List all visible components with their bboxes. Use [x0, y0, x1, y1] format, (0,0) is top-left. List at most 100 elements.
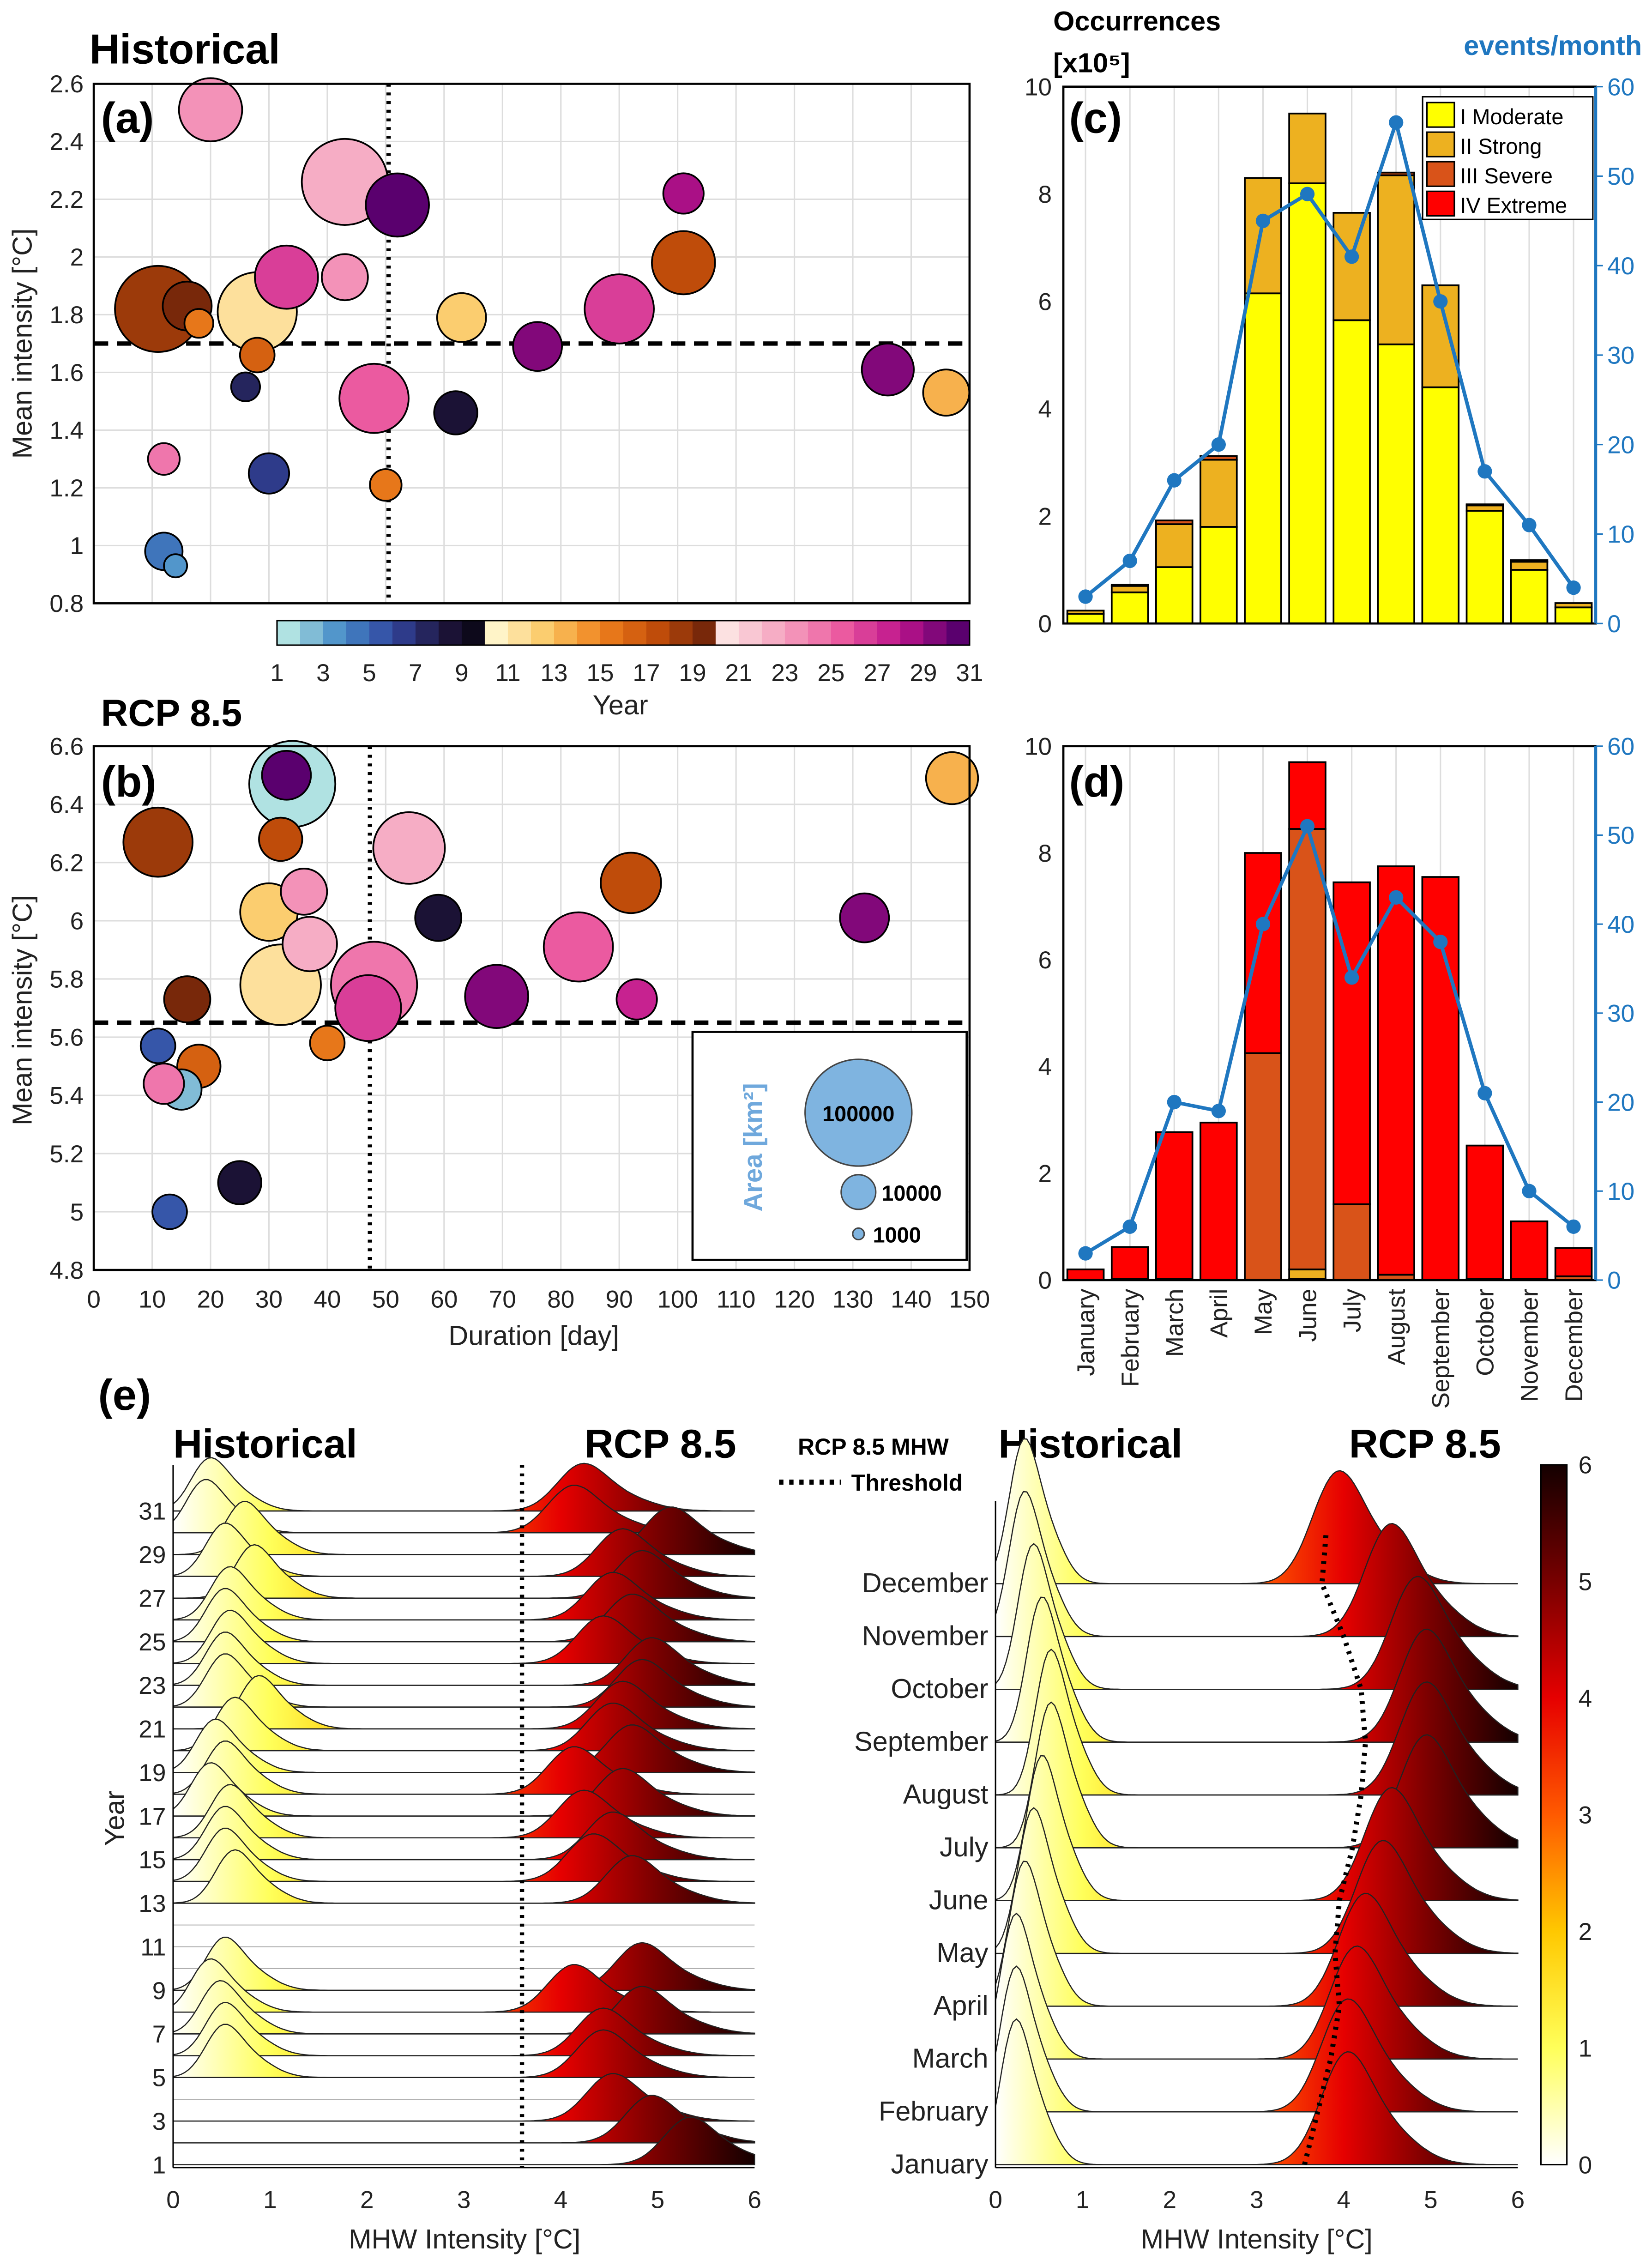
e-left-ylabel: Year — [99, 1791, 130, 1846]
y2-tick-label: 10 — [1607, 1178, 1634, 1205]
y2-tick-label: 20 — [1607, 431, 1634, 459]
y-tick-label: 6.6 — [49, 733, 84, 761]
events-marker — [1211, 437, 1226, 452]
bubble — [254, 244, 319, 310]
bar-extreme — [1377, 865, 1415, 1276]
e-right-xlabel: MHW Intensity [°C] — [1141, 2224, 1373, 2254]
panel-letters: (a) (b) (c) (d) (e) — [98, 94, 1124, 1420]
panel-c-ylabel: Occurrences — [1053, 6, 1221, 36]
month-label: June — [1294, 1289, 1321, 1342]
panel-d-letter: (d) — [1069, 757, 1125, 806]
bar-moderate — [1244, 292, 1282, 625]
bubble — [414, 894, 463, 942]
bar-moderate — [1200, 526, 1238, 625]
area-legend: Area [km²] 100000 10000 1000 — [691, 1031, 968, 1261]
month-label: May — [1250, 1288, 1277, 1335]
y2-tick-label: 50 — [1607, 822, 1634, 849]
colorbar-tick-label: 29 — [910, 659, 937, 687]
colorbar-cell — [577, 620, 601, 646]
area-legend-label-1000: 1000 — [873, 1223, 921, 1247]
y-tick-label: 2 — [1038, 1160, 1052, 1187]
density-ridge — [995, 1892, 1518, 2007]
colorbar-tick-label: 3 — [316, 659, 330, 687]
y-tick-label: 6 — [1038, 947, 1052, 974]
colorbar-cell — [738, 620, 763, 646]
month-label: February — [1117, 1288, 1144, 1387]
panel-c-letter: (c) — [1069, 94, 1122, 142]
bubble — [178, 77, 243, 142]
bar-moderate — [1465, 510, 1504, 625]
density-ridge — [173, 1724, 755, 1773]
colorbar-tick-label: 5 — [1579, 1568, 1592, 1595]
x-tick-label: 20 — [197, 1286, 224, 1313]
colorbar-cell — [646, 620, 670, 646]
month-tick-label: September — [854, 1726, 988, 1757]
y-tick-label: 2 — [70, 244, 84, 271]
density-ridge — [995, 1523, 1519, 1638]
year-tick-label: 13 — [139, 1890, 166, 1917]
events-marker — [1389, 890, 1404, 905]
bubble — [230, 371, 261, 402]
y-tick-label: 5.8 — [49, 966, 84, 993]
month-label: March — [1161, 1289, 1188, 1357]
bubble — [334, 974, 402, 1042]
x-tick-label: 90 — [606, 1286, 633, 1313]
y-tick-label: 1.2 — [49, 475, 84, 502]
bar-strong — [1155, 523, 1194, 568]
x-tick-label: 0 — [166, 2186, 180, 2213]
colorbar-tick-label: 17 — [633, 659, 660, 687]
colorbar-tick-label: 1 — [270, 659, 284, 687]
colorbar-tick-label: 23 — [771, 659, 798, 687]
colorbar-tick-label: 11 — [495, 659, 520, 687]
x-tick-label: 60 — [430, 1286, 458, 1313]
bar-severe — [1155, 520, 1194, 525]
bubble — [282, 916, 338, 973]
colorbar-cell — [531, 620, 555, 646]
panel-c-y2label: events/month — [1464, 30, 1642, 61]
bar-extreme — [1554, 1247, 1593, 1277]
bar-severe — [1244, 1052, 1282, 1281]
x-tick-label: 2 — [360, 2186, 374, 2213]
bar-strong — [1554, 602, 1593, 609]
colorbar-tick-label: 1 — [1579, 2035, 1592, 2062]
colorbar-cell — [784, 620, 809, 646]
month-label: April — [1206, 1289, 1233, 1338]
intensity-colorbar — [1540, 1464, 1568, 2166]
panel-e-right-ridgelines: January February March April May June July Augu… — [854, 1438, 1592, 2213]
y-tick-label: 1.4 — [49, 417, 84, 444]
events-marker — [1122, 553, 1137, 568]
events-marker — [1255, 213, 1271, 228]
bar-strong — [1200, 459, 1238, 528]
colorbar-tick-label: 13 — [540, 659, 567, 687]
y2-tick-label: 0 — [1607, 610, 1621, 638]
bar-moderate — [1155, 566, 1194, 625]
axes-frame — [1062, 745, 1597, 1281]
bubble — [139, 1027, 176, 1064]
bubble — [584, 273, 655, 344]
year-tick-label: 27 — [139, 1585, 166, 1612]
events-marker — [1167, 473, 1182, 488]
events-marker — [1255, 917, 1271, 931]
e-right-rcp-title: RCP 8.5 — [1349, 1421, 1501, 1466]
events-marker — [1566, 1219, 1581, 1234]
bar-strong — [1332, 212, 1371, 321]
colorbar-cell — [877, 620, 901, 646]
month-label: September — [1428, 1289, 1455, 1409]
bar-extreme — [1066, 1268, 1105, 1281]
density-ridge — [173, 1942, 755, 1991]
y2-tick-label: 60 — [1607, 73, 1634, 101]
events-line — [1085, 821, 1575, 1255]
bar-strong — [1288, 1268, 1326, 1280]
colorbar-tick-label: 3 — [1579, 1802, 1592, 1829]
area-legend-circle-1000 — [852, 1227, 865, 1241]
colorbar-cell — [392, 620, 416, 646]
legend-swatch — [1426, 161, 1455, 187]
month-label: August — [1383, 1289, 1410, 1366]
bubble — [280, 867, 328, 916]
y-tick-label: 1.6 — [49, 359, 84, 387]
x-tick-label: 6 — [748, 2186, 762, 2213]
colorbar-tick-label: 6 — [1579, 1452, 1592, 1479]
x-tick-label: 70 — [489, 1286, 516, 1313]
y-tick-label: 4.8 — [49, 1257, 84, 1284]
